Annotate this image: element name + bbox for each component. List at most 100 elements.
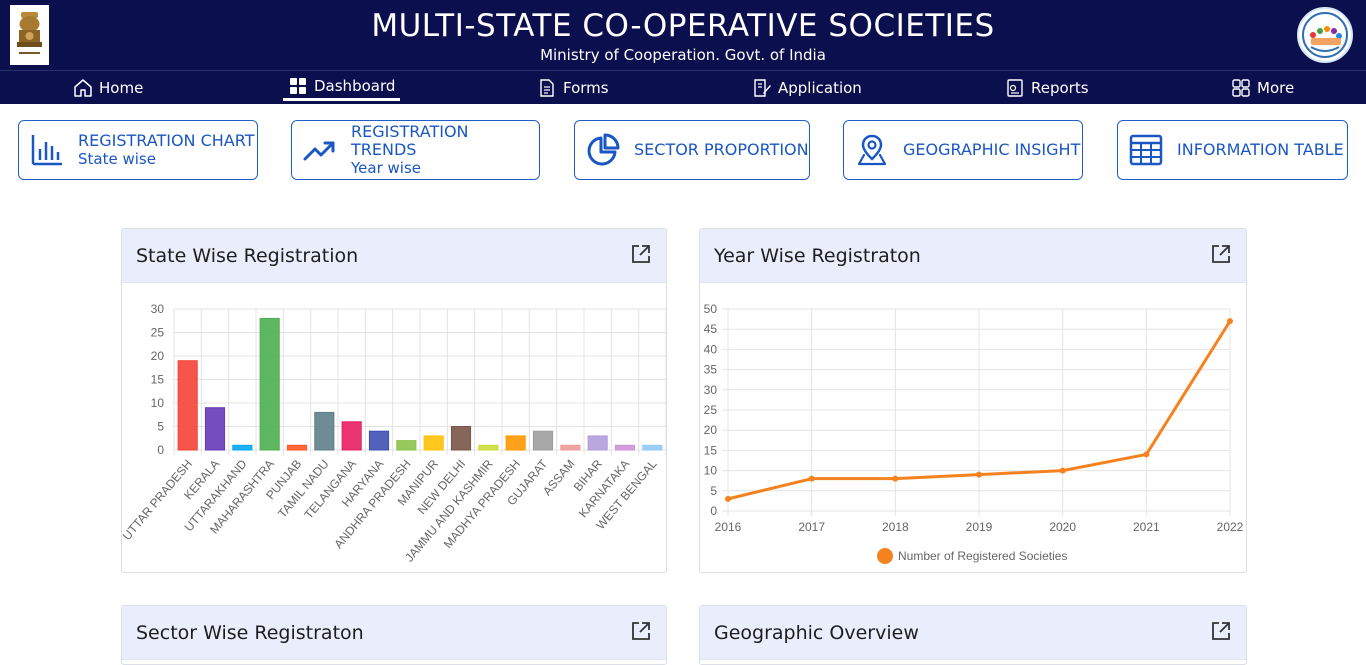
nav-more-label: More	[1257, 79, 1295, 97]
panel-header: Geographic Overview	[700, 606, 1246, 660]
y-tick-label: 25	[151, 326, 165, 340]
bar	[560, 444, 581, 451]
data-point	[976, 471, 982, 478]
bar-chart-icon	[28, 131, 66, 169]
legend-marker	[877, 548, 893, 564]
card-information-table[interactable]: INFORMATION TABLE	[1117, 120, 1348, 180]
nav-dashboard[interactable]: Dashboard	[282, 69, 401, 103]
card-sector-proportion[interactable]: SECTOR PROPORTION	[574, 120, 810, 180]
open-external-icon[interactable]	[630, 620, 652, 642]
mscs-logo[interactable]	[1297, 7, 1353, 63]
data-point	[1227, 318, 1233, 325]
x-tick-label: 2021	[1133, 520, 1160, 534]
nav-reports-label: Reports	[1031, 79, 1089, 97]
nav-home-label: Home	[99, 79, 144, 97]
y-tick-label: 35	[704, 363, 718, 377]
nav-home[interactable]: Home	[73, 71, 143, 105]
y-tick-label: 40	[704, 342, 718, 356]
bar	[478, 444, 499, 451]
y-tick-label: 30	[151, 302, 165, 316]
y-tick-label: 0	[157, 443, 164, 457]
year-wise-line-chart: 0 5 10 15 20 25 30 35 40 45 50 2016 2017 2018 2019 2020…	[704, 302, 1244, 564]
open-external-icon[interactable]	[1210, 243, 1232, 265]
bar	[232, 444, 253, 451]
panel-sector-wise-registration: Sector Wise Registraton	[121, 605, 667, 665]
card-title: SECTOR PROPORTION	[634, 140, 809, 159]
bar	[286, 444, 308, 451]
y-tick-label: 5	[710, 484, 717, 498]
grid-icon	[1232, 79, 1250, 97]
card-title: INFORMATION TABLE	[1177, 140, 1344, 159]
document-icon	[540, 79, 554, 97]
card-registration-chart[interactable]: REGISTRATION CHART State wise	[18, 120, 258, 180]
data-point	[1143, 451, 1150, 458]
bar	[587, 435, 608, 451]
map-pin-icon	[853, 131, 891, 169]
trend-up-icon	[301, 131, 339, 169]
x-tick-label: 2016	[715, 520, 742, 534]
x-tick-label: 2019	[966, 520, 993, 534]
pie-chart-icon	[584, 131, 622, 169]
card-title: REGISTRATION CHART	[78, 130, 255, 150]
x-tick-label: 2022	[1217, 520, 1244, 534]
bar	[204, 407, 226, 451]
y-tick-label: 5	[157, 420, 164, 434]
edit-document-icon	[754, 79, 771, 97]
site-title: MULTI-STATE CO-OPERATIVE SOCIETIES	[371, 8, 995, 44]
cooperative-logo-icon	[1302, 12, 1348, 58]
panel-title: State Wise Registration	[136, 244, 359, 267]
emblem-icon	[17, 12, 42, 54]
nav-dashboard-label: Dashboard	[314, 77, 396, 95]
panel-state-wise-registration: State Wise Registration 0 5 10 15 20 25 30 UTTA…	[121, 228, 667, 573]
bar	[532, 430, 554, 451]
nav-forms-label: Forms	[563, 79, 609, 97]
dashboard-icon	[290, 78, 306, 94]
y-tick-label: 25	[704, 403, 718, 417]
panel-header: State Wise Registration	[122, 229, 666, 283]
open-external-icon[interactable]	[630, 243, 652, 265]
bar	[450, 426, 472, 451]
panel-title: Geographic Overview	[714, 621, 919, 644]
panel-geographic-overview: Geographic Overview	[699, 605, 1247, 665]
card-subtitle: State wise	[78, 149, 156, 168]
open-external-icon[interactable]	[1210, 620, 1232, 642]
x-tick-label: 2020	[1049, 520, 1076, 534]
y-tick-label: 50	[704, 302, 718, 316]
bar	[642, 444, 663, 451]
x-tick-label: 2018	[882, 520, 909, 534]
nav-forms[interactable]: Forms	[537, 71, 609, 105]
nav-reports[interactable]: Reports	[1005, 71, 1089, 105]
bar	[177, 360, 198, 451]
site-subtitle: Ministry of Cooperation. Govt. of India	[540, 46, 826, 64]
data-point	[808, 475, 815, 482]
data-point	[725, 495, 731, 502]
y-tick-label: 15	[151, 373, 165, 387]
y-tick-label: 15	[704, 443, 718, 457]
y-tick-label: 0	[710, 504, 717, 518]
card-subtitle: Year wise	[351, 158, 422, 177]
bar	[423, 435, 444, 451]
site-header: MULTI-STATE CO-OPERATIVE SOCIETIES Minis…	[0, 0, 1366, 70]
y-tick-label: 20	[704, 423, 718, 437]
y-tick-label: 30	[704, 383, 718, 397]
card-registration-trends[interactable]: REGISTRATION TRENDS Year wise	[291, 120, 540, 180]
bar	[314, 411, 335, 451]
bar	[259, 317, 280, 451]
panel-year-wise-registration: Year Wise Registraton 0 5 10 15 20 25 30 35 40 45…	[699, 228, 1247, 573]
national-emblem-logo[interactable]	[10, 5, 49, 65]
nav-application[interactable]: Application	[752, 71, 862, 105]
panel-header: Sector Wise Registraton	[122, 606, 666, 660]
x-tick-label: 2017	[798, 520, 825, 534]
y-tick-label: 10	[151, 396, 165, 410]
card-geographic-insight[interactable]: GEOGRAPHIC INSIGHT	[843, 120, 1083, 180]
panel-title: Year Wise Registraton	[714, 244, 921, 267]
bar	[614, 444, 636, 451]
main-nav: Home Dashboard Forms Application Reports…	[0, 70, 1366, 104]
table-icon	[1127, 131, 1165, 169]
data-point	[1059, 467, 1066, 474]
nav-more[interactable]: More	[1231, 71, 1294, 105]
y-tick-label: 20	[151, 349, 165, 363]
report-icon	[1007, 79, 1023, 97]
bar	[368, 430, 390, 451]
